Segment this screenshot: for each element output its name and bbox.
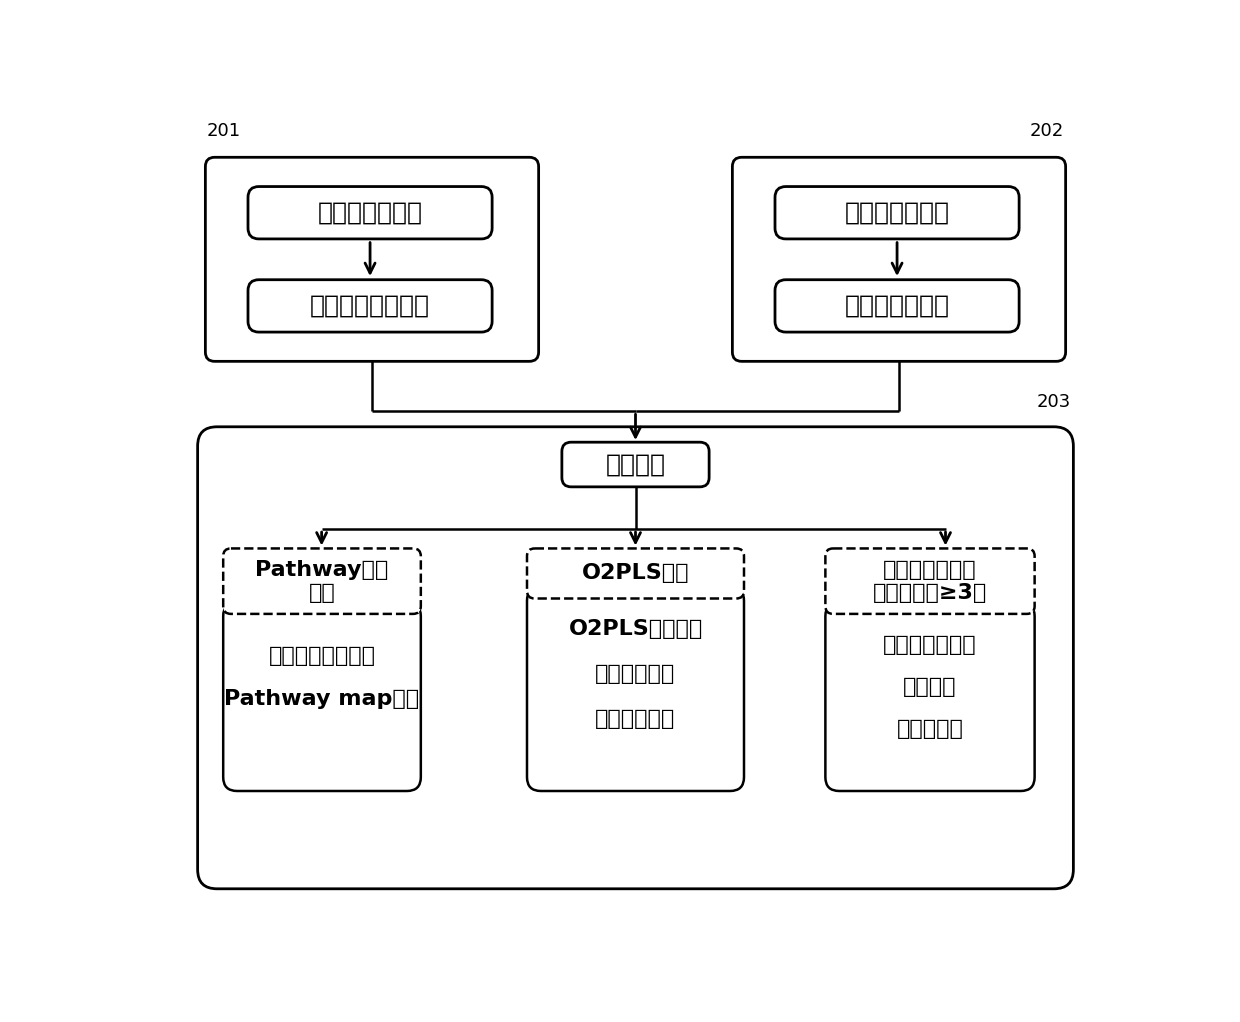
Text: Pathway map展示: Pathway map展示 xyxy=(224,689,419,708)
Text: 热图展示: 热图展示 xyxy=(903,677,957,697)
Text: 差异表达基因分析: 差异表达基因分析 xyxy=(310,294,430,318)
Text: 差异代谢物分析: 差异代谢物分析 xyxy=(844,294,950,318)
Text: 共有代谢通路分析: 共有代谢通路分析 xyxy=(269,646,376,666)
Text: 网络图展示: 网络图展示 xyxy=(897,719,963,739)
Text: 相关性系数计算: 相关性系数计算 xyxy=(883,635,977,655)
Text: 关联分析: 关联分析 xyxy=(605,453,666,476)
Text: 转录组数据分析: 转录组数据分析 xyxy=(317,200,423,225)
Text: 202: 202 xyxy=(1030,123,1064,140)
FancyBboxPatch shape xyxy=(775,187,1019,239)
FancyBboxPatch shape xyxy=(248,280,492,332)
Text: 203: 203 xyxy=(1037,393,1071,412)
FancyBboxPatch shape xyxy=(826,602,1034,791)
Text: 代谢组数据分析: 代谢组数据分析 xyxy=(844,200,950,225)
FancyBboxPatch shape xyxy=(775,280,1019,332)
FancyBboxPatch shape xyxy=(733,157,1065,362)
FancyBboxPatch shape xyxy=(248,187,492,239)
FancyBboxPatch shape xyxy=(527,549,744,599)
FancyBboxPatch shape xyxy=(197,427,1074,889)
Text: 201: 201 xyxy=(207,123,241,140)
FancyBboxPatch shape xyxy=(223,602,420,791)
Text: O2PLS模型构建: O2PLS模型构建 xyxy=(568,619,703,640)
FancyBboxPatch shape xyxy=(826,549,1034,614)
Text: 模型结果展示: 模型结果展示 xyxy=(595,708,676,729)
FancyBboxPatch shape xyxy=(223,549,420,614)
Text: 相关性系数模型
（样本分组≥3）: 相关性系数模型 （样本分组≥3） xyxy=(873,560,987,603)
FancyBboxPatch shape xyxy=(527,587,744,791)
FancyBboxPatch shape xyxy=(562,443,709,486)
FancyBboxPatch shape xyxy=(206,157,538,362)
Text: Pathway功能
模型: Pathway功能 模型 xyxy=(255,560,388,603)
Text: 模型交叉验证: 模型交叉验证 xyxy=(595,664,676,684)
Text: O2PLS模型: O2PLS模型 xyxy=(582,563,689,584)
